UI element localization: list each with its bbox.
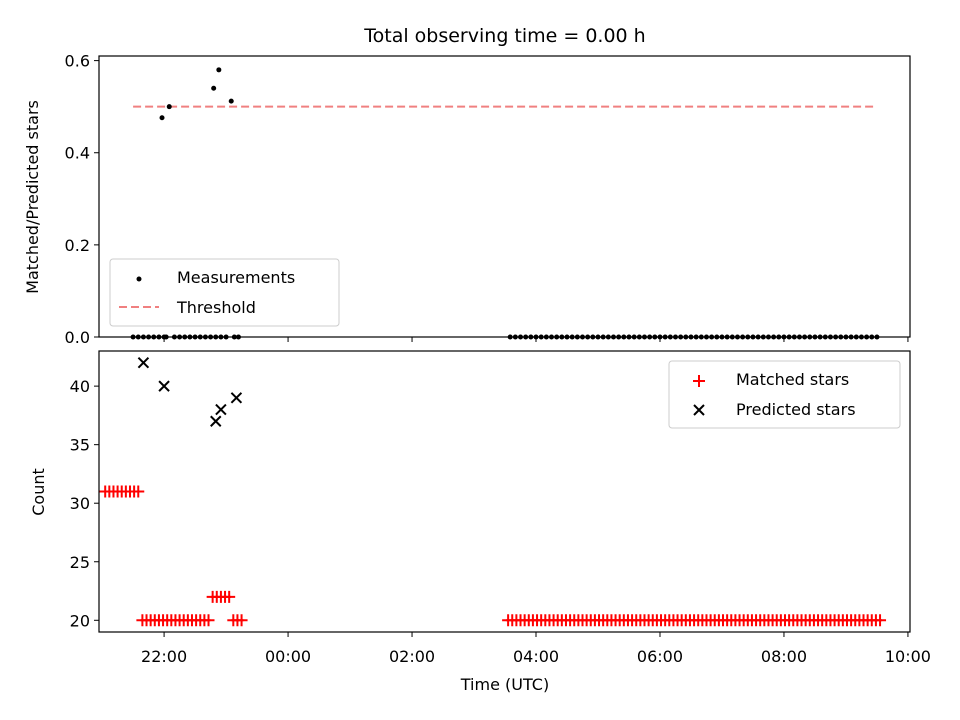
measurement-point xyxy=(228,98,234,104)
measurement-point xyxy=(159,115,165,121)
top-y-axis-label: Matched/Predicted stars xyxy=(23,100,42,294)
chart-title: Total observing time = 0.00 h xyxy=(363,25,645,47)
measurement-point xyxy=(166,104,172,110)
predicted-star-point xyxy=(210,415,222,427)
predicted-star-point xyxy=(158,380,170,392)
bottom-y-tick-label: 20 xyxy=(70,611,90,630)
bottom-x-tick-label: 04:00 xyxy=(513,647,559,666)
top-y-tick-label: 0.0 xyxy=(65,328,90,347)
matched-star-point xyxy=(874,614,887,627)
bottom-legend-box xyxy=(668,360,901,429)
matched-star-point xyxy=(202,614,215,627)
predicted-star-point xyxy=(230,392,243,404)
bottom-y-tick-label: 25 xyxy=(70,553,90,572)
matched-star-point xyxy=(235,614,248,627)
bottom-y-tick-label: 30 xyxy=(70,494,90,513)
top-x-ticks xyxy=(163,337,909,342)
top-legend-box xyxy=(109,258,340,327)
top-y-tick-label: 0.2 xyxy=(65,236,90,255)
bottom-x-tick-label: 00:00 xyxy=(265,647,311,666)
bottom-y-axis-label: Count xyxy=(29,468,48,516)
matched-star-point xyxy=(223,590,236,603)
top-y-ticks: 0.0 0.2 0.4 0.6 xyxy=(65,52,99,347)
legend-measurements-label: Measurements xyxy=(177,268,295,287)
top-panel: 0.0 0.2 0.4 0.6 Matched/Predicted stars Mea… xyxy=(23,52,911,347)
x-axis-label: Time (UTC) xyxy=(460,675,549,694)
matched-star-point xyxy=(132,485,145,498)
predicted-star-point xyxy=(215,403,227,416)
top-legend: Measurements Threshold xyxy=(109,258,340,327)
bottom-panel: 20 25 30 35 40 22:00 00:00 02:00 04:00 06:00 08:0… xyxy=(29,350,931,694)
legend-measurements-marker xyxy=(136,276,142,282)
top-axes-frame xyxy=(98,55,911,338)
bottom-y-tick-label: 40 xyxy=(70,377,90,396)
bottom-x-tick-label: 22:00 xyxy=(141,647,187,666)
legend-threshold-label: Threshold xyxy=(176,298,256,317)
bottom-plot-area xyxy=(99,357,887,627)
bottom-x-tick-label: 06:00 xyxy=(637,647,683,666)
bottom-x-tick-label: 10:00 xyxy=(885,647,931,666)
bottom-y-ticks: 20 25 30 35 40 xyxy=(70,377,99,630)
top-y-tick-label: 0.6 xyxy=(65,52,90,71)
measurement-point xyxy=(216,67,222,73)
legend-matched-label: Matched stars xyxy=(736,370,849,389)
legend-predicted-label: Predicted stars xyxy=(736,400,856,419)
predicted-star-point xyxy=(137,357,150,369)
legend-predicted-marker xyxy=(693,404,705,416)
bottom-legend: Matched stars Predicted stars xyxy=(668,360,901,429)
top-y-tick-label: 0.4 xyxy=(65,144,90,163)
bottom-x-tick-label: 08:00 xyxy=(761,647,807,666)
bottom-axes-frame xyxy=(98,350,911,633)
bottom-y-tick-label: 35 xyxy=(70,436,90,455)
bottom-x-tick-label: 02:00 xyxy=(389,647,435,666)
bottom-x-ticks: 22:00 00:00 02:00 04:00 06:00 08:00 10:00 xyxy=(141,632,931,666)
legend-matched-marker xyxy=(693,375,705,387)
measurement-point xyxy=(211,85,217,91)
